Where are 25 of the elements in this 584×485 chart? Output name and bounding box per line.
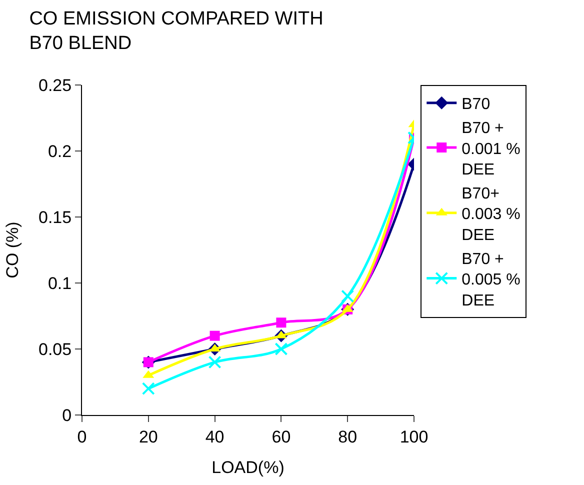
legend-label: B70+ 0.003 % DEE [462,185,520,244]
x-tick-label: 60 [272,427,291,446]
x-tick-label: 80 [338,427,358,446]
point [341,290,354,303]
x-tick-label: 100 [400,427,428,446]
point [276,318,286,328]
legend-label: B70 + 0.005 % DEE [462,250,520,310]
chart-title: CO EMISSION COMPARED WITH B70 BLEND [29,8,324,54]
y-tick-label: 0.15 [38,208,72,227]
x-tick-label: 0 [77,427,87,446]
legend-label: B70 [462,96,490,114]
point [210,330,220,341]
legend-label: B70 + 0.001 % DEE [462,120,520,179]
x-tick-label: 40 [205,427,224,446]
point [142,382,155,396]
y-tick-label: 0.25 [38,76,72,95]
y-tick-label: 0.2 [48,142,72,161]
y-tick-label: 0.05 [38,340,72,359]
x-axis-title: LOAD(%) [212,458,284,477]
y-axis-title: CO (%) [3,222,22,278]
point [274,342,288,356]
y-tick-label: 0.1 [48,274,72,293]
point [208,356,222,369]
y-tick-label: 0 [62,406,72,425]
x-tick-label: 20 [138,427,158,446]
